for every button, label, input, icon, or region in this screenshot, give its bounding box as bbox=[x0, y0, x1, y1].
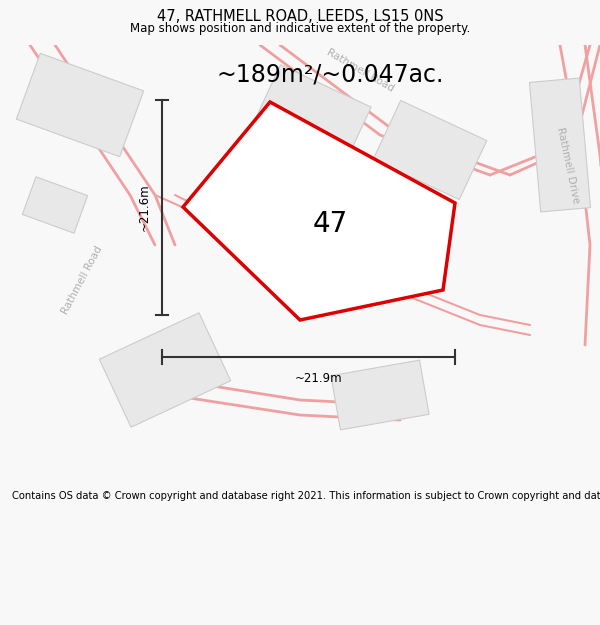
Polygon shape bbox=[373, 101, 487, 199]
Polygon shape bbox=[16, 53, 143, 157]
Polygon shape bbox=[249, 65, 371, 175]
Text: 47, RATHMELL ROAD, LEEDS, LS15 0NS: 47, RATHMELL ROAD, LEEDS, LS15 0NS bbox=[157, 9, 443, 24]
Polygon shape bbox=[183, 102, 455, 320]
Text: Rathmell Road: Rathmell Road bbox=[325, 47, 395, 93]
Text: Rathmell Drive: Rathmell Drive bbox=[555, 126, 581, 204]
Polygon shape bbox=[22, 177, 88, 233]
Text: Map shows position and indicative extent of the property.: Map shows position and indicative extent… bbox=[130, 22, 470, 35]
Text: ~21.6m: ~21.6m bbox=[137, 184, 151, 231]
Text: Rathmell Road: Rathmell Road bbox=[60, 244, 104, 316]
Polygon shape bbox=[529, 78, 590, 212]
Text: Contains OS data © Crown copyright and database right 2021. This information is : Contains OS data © Crown copyright and d… bbox=[12, 491, 600, 501]
Text: ~189m²/~0.047ac.: ~189m²/~0.047ac. bbox=[217, 63, 443, 87]
Text: 47: 47 bbox=[313, 211, 348, 238]
Polygon shape bbox=[331, 360, 429, 430]
Polygon shape bbox=[100, 312, 230, 428]
Polygon shape bbox=[227, 159, 373, 291]
Text: ~21.9m: ~21.9m bbox=[295, 372, 343, 386]
